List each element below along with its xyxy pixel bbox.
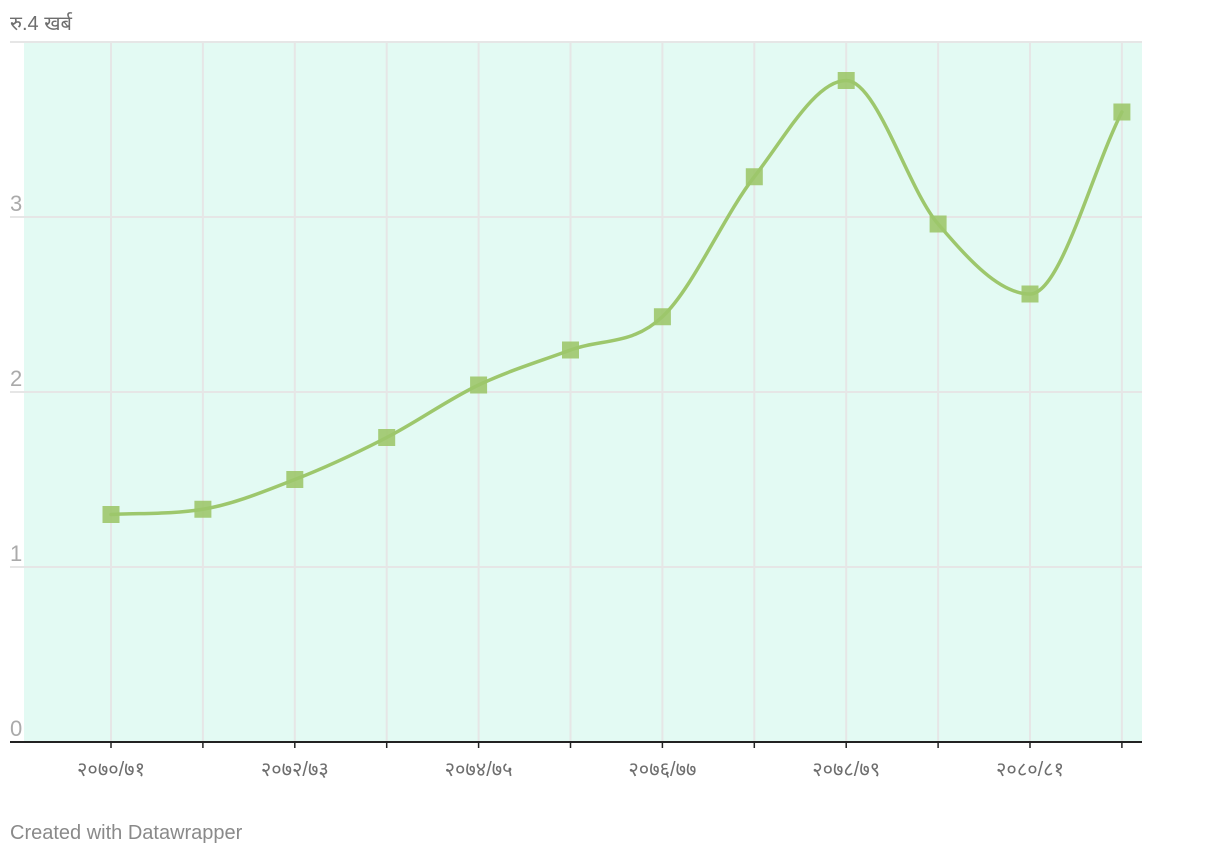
data-point-marker <box>837 72 855 89</box>
data-point-marker <box>1021 285 1039 303</box>
data-point-marker <box>378 429 396 446</box>
y-axis-top-label: रु.4 खर्ब <box>10 12 73 35</box>
data-point-marker <box>562 341 579 359</box>
x-tick-label: २०८०/८१ <box>996 759 1064 781</box>
y-tick-label: 2 <box>10 366 22 391</box>
y-axis: 0 1 2 3 <box>10 191 22 741</box>
data-point-marker <box>745 168 763 186</box>
line-chart: 0 1 2 3 २०७०/७१ २०७२/७३ २०७४/७५ २०७६/७७ २०७८/७९… <box>10 12 1142 781</box>
data-point-marker <box>470 376 488 394</box>
x-tick-label: २०७६/७७ <box>628 759 696 781</box>
footer-credit: Created with Datawrapper <box>10 822 243 844</box>
x-tick-label: २०७४/७५ <box>445 759 513 781</box>
y-tick-label: 0 <box>10 716 22 741</box>
data-point-marker <box>286 471 304 488</box>
gridlines <box>10 41 1142 742</box>
x-tick-label: २०७२/७३ <box>261 759 329 781</box>
data-point-marker <box>1113 103 1131 121</box>
data-point-marker <box>102 506 120 523</box>
y-tick-label: 1 <box>10 541 22 566</box>
data-point-marker <box>653 308 671 326</box>
data-point-marker <box>194 500 212 518</box>
data-point-marker <box>929 215 947 233</box>
x-tick-label: २०७०/७१ <box>77 759 145 781</box>
x-axis: २०७०/७१ २०७२/७३ २०७४/७५ २०७६/७७ २०७८/७९ २०८०/… <box>77 742 1123 781</box>
data-markers <box>102 72 1131 523</box>
y-tick-label: 3 <box>10 191 22 216</box>
x-tick-label: २०७८/७९ <box>812 759 880 781</box>
